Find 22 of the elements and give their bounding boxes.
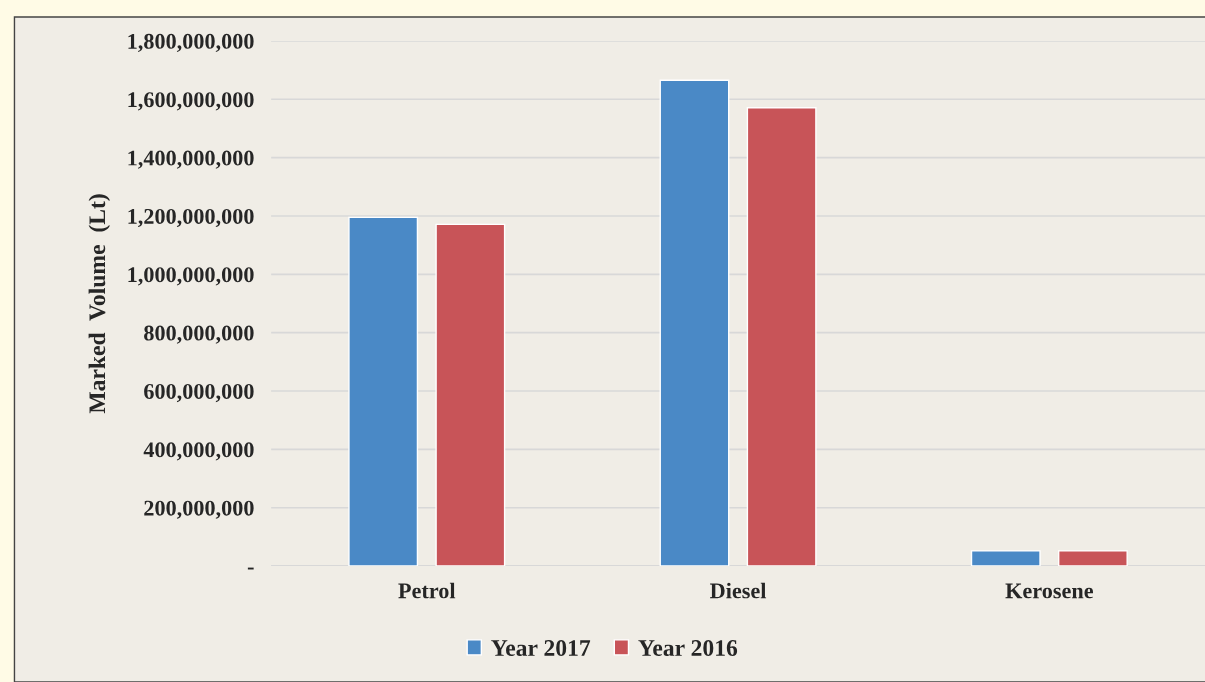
bar <box>435 223 506 567</box>
y-tick-label: - <box>247 567 254 570</box>
y-tick-label: 1,600,000,000 <box>128 92 254 111</box>
y-tick-label: 1,200,000,000 <box>128 208 254 228</box>
bar <box>970 550 1041 567</box>
legend-label: Year 2016 <box>638 640 738 656</box>
y-tick-label: 1,800,000,000 <box>128 33 254 53</box>
y-tick-label: 1,000,000,000 <box>128 267 254 286</box>
bar <box>1057 550 1128 567</box>
bar <box>746 107 817 567</box>
y-tick-label: 800,000,000 <box>144 325 254 344</box>
x-tick-label: Kerosene <box>1005 583 1094 599</box>
bar <box>348 216 419 567</box>
x-tick-label: Diesel <box>710 582 767 599</box>
x-tick-label: Petrol <box>398 582 456 599</box>
y-tick-label: 400,000,000 <box>143 442 254 461</box>
y-tick-label: 600,000,000 <box>144 383 254 403</box>
y-axis-title: Marked Volume (Lt) <box>88 194 111 414</box>
legend-label: Year 2017 <box>491 640 591 656</box>
y-tick-label: 200,000,000 <box>144 500 254 519</box>
bar <box>659 79 730 567</box>
y-tick-label: 1,400,000,000 <box>128 150 254 169</box>
